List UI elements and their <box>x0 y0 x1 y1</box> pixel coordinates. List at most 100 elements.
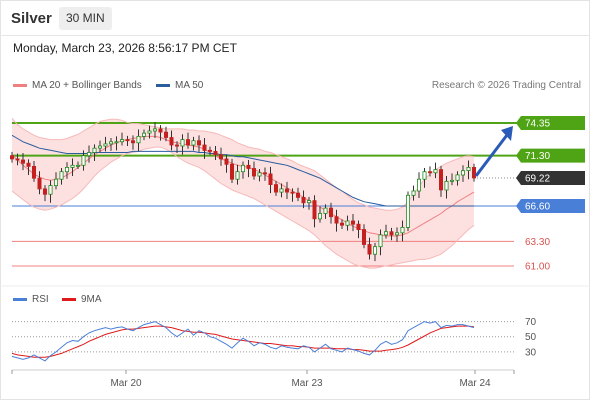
rsi-level-label-30: 30 <box>525 347 537 358</box>
rsi-swatch <box>13 297 27 301</box>
candle-body <box>70 164 75 168</box>
candle-body <box>323 207 328 214</box>
candle-body <box>213 150 218 155</box>
candle-body <box>114 141 119 144</box>
rsi-level-label-50: 50 <box>525 332 537 343</box>
candle-body <box>125 139 130 142</box>
candle-body <box>306 200 311 204</box>
rsi-label: RSI <box>32 294 49 305</box>
candle-body <box>416 178 421 192</box>
candle-body <box>378 234 383 248</box>
candle-body <box>109 141 114 145</box>
candle-body <box>345 220 350 226</box>
candle-body <box>262 172 267 175</box>
candle-body <box>59 171 64 180</box>
candle-body <box>449 179 454 182</box>
interval-badge[interactable]: 30 MIN <box>59 7 112 30</box>
x-tick-label-0: Mar 20 <box>110 378 142 389</box>
candle-body <box>120 139 125 143</box>
candle-body <box>196 140 201 146</box>
candle-body <box>185 139 190 146</box>
price-label-66.60: 66.60 <box>525 201 550 212</box>
candles-group <box>9 121 476 262</box>
price-tag-66.60 <box>516 198 585 213</box>
candle-body <box>411 190 416 196</box>
research-credit: Research © 2026 Trading Central <box>431 80 581 91</box>
candle-body <box>438 169 443 191</box>
candle-body <box>218 154 223 160</box>
candle-body <box>394 232 399 236</box>
candle-body <box>26 162 31 167</box>
legend-rsi: RSI <box>13 294 49 305</box>
rsi-level-label-70: 70 <box>525 317 537 328</box>
ma9-label: 9MA <box>81 294 102 305</box>
candle-body <box>466 166 471 171</box>
candle-body <box>20 159 25 164</box>
candle-body <box>191 140 196 146</box>
candle-body <box>98 145 103 149</box>
candle-body <box>334 216 339 224</box>
candle-body <box>361 229 366 245</box>
price-tag-74.35 <box>516 116 585 131</box>
candle-body <box>48 185 53 195</box>
candle-body <box>169 137 174 146</box>
bollinger-band-fill <box>12 118 474 269</box>
candle-body <box>268 173 273 185</box>
chart-header: Silver 30 MIN <box>0 0 590 36</box>
candle-body <box>400 226 405 234</box>
bollinger-swatch <box>13 83 27 87</box>
candle-body <box>317 213 322 220</box>
price-label-71.30: 71.30 <box>525 151 550 162</box>
symbol-title: Silver <box>11 10 52 27</box>
bollinger-upper-line <box>11 117 475 211</box>
candle-body <box>54 178 59 186</box>
candle-body <box>76 164 81 167</box>
price-tag-69.22 <box>516 170 585 185</box>
candle-body <box>207 149 212 152</box>
candle-body <box>356 223 361 230</box>
candle-body <box>32 165 37 179</box>
rsi-line <box>11 321 475 362</box>
candle-body <box>163 131 168 138</box>
candle-body <box>152 128 157 132</box>
candle-body <box>367 244 372 255</box>
candle-body <box>180 139 185 147</box>
candle-body <box>328 207 333 218</box>
rsi-ma9-line <box>11 325 475 358</box>
ma9-swatch <box>62 297 76 301</box>
legend-ma50: MA 50 <box>156 80 203 91</box>
candle-body <box>312 200 317 220</box>
candle-body <box>229 163 234 180</box>
candle-body <box>295 192 300 198</box>
candle-body <box>224 158 229 165</box>
candle-body <box>455 174 460 181</box>
candle-body <box>158 128 163 133</box>
candle-body <box>273 184 278 193</box>
bollinger-lower-line <box>11 146 475 269</box>
ma50-label: MA 50 <box>175 80 204 91</box>
candle-body <box>301 196 306 204</box>
price-label-63.30: 63.30 <box>525 237 550 248</box>
candle-body <box>251 168 256 177</box>
candle-body <box>103 143 108 147</box>
chart-datetime: Monday, March 23, 2026 8:56:17 PM CET <box>13 41 237 55</box>
candle-body <box>147 130 152 134</box>
price-label-61.00: 61.00 <box>525 261 550 272</box>
candle-body <box>433 169 438 174</box>
candle-body <box>405 194 410 228</box>
candle-body <box>389 231 394 236</box>
candle-body <box>422 171 427 180</box>
candle-body <box>427 171 432 174</box>
candle-body <box>246 164 251 169</box>
candle-body <box>240 164 245 173</box>
ma50-swatch <box>156 83 170 87</box>
x-tick-label-1: Mar 23 <box>291 378 323 389</box>
candle-body <box>290 191 295 194</box>
forecast-arrow-head <box>501 126 513 142</box>
x-tick-label-2: Mar 24 <box>459 378 491 389</box>
candle-body <box>65 166 70 173</box>
price-label-74.35: 74.35 <box>525 119 550 130</box>
candle-body <box>202 144 207 151</box>
candle-body <box>174 144 179 147</box>
